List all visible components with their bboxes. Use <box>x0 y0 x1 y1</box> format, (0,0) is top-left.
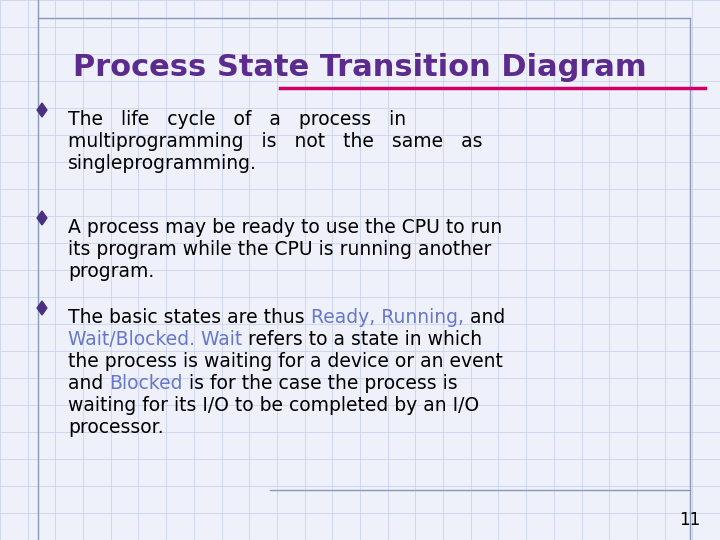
Text: The basic states are thus: The basic states are thus <box>68 308 310 327</box>
Text: its program while the CPU is running another: its program while the CPU is running ano… <box>68 240 491 259</box>
Text: and: and <box>68 374 109 393</box>
Text: multiprogramming   is   not   the   same   as: multiprogramming is not the same as <box>68 132 482 151</box>
Text: Process State Transition Diagram: Process State Transition Diagram <box>73 53 647 83</box>
Text: is for the case the process is: is for the case the process is <box>183 374 457 393</box>
Text: Blocked: Blocked <box>109 374 183 393</box>
Text: and: and <box>464 308 505 327</box>
Text: waiting for its I/O to be completed by an I/O: waiting for its I/O to be completed by a… <box>68 396 479 415</box>
Text: the process is waiting for a device or an event: the process is waiting for a device or a… <box>68 352 503 371</box>
Text: program.: program. <box>68 262 154 281</box>
Text: 11: 11 <box>679 511 700 529</box>
Text: processor.: processor. <box>68 418 163 437</box>
Text: The   life   cycle   of   a   process   in: The life cycle of a process in <box>68 110 406 129</box>
Polygon shape <box>37 103 47 117</box>
Text: A process may be ready to use the CPU to run: A process may be ready to use the CPU to… <box>68 218 503 237</box>
Polygon shape <box>37 211 47 225</box>
Text: Ready, Running,: Ready, Running, <box>310 308 464 327</box>
Text: refers to a state in which: refers to a state in which <box>242 330 482 349</box>
Polygon shape <box>37 301 47 315</box>
Text: Wait/Blocked. Wait: Wait/Blocked. Wait <box>68 330 242 349</box>
Text: singleprogramming.: singleprogramming. <box>68 154 257 173</box>
